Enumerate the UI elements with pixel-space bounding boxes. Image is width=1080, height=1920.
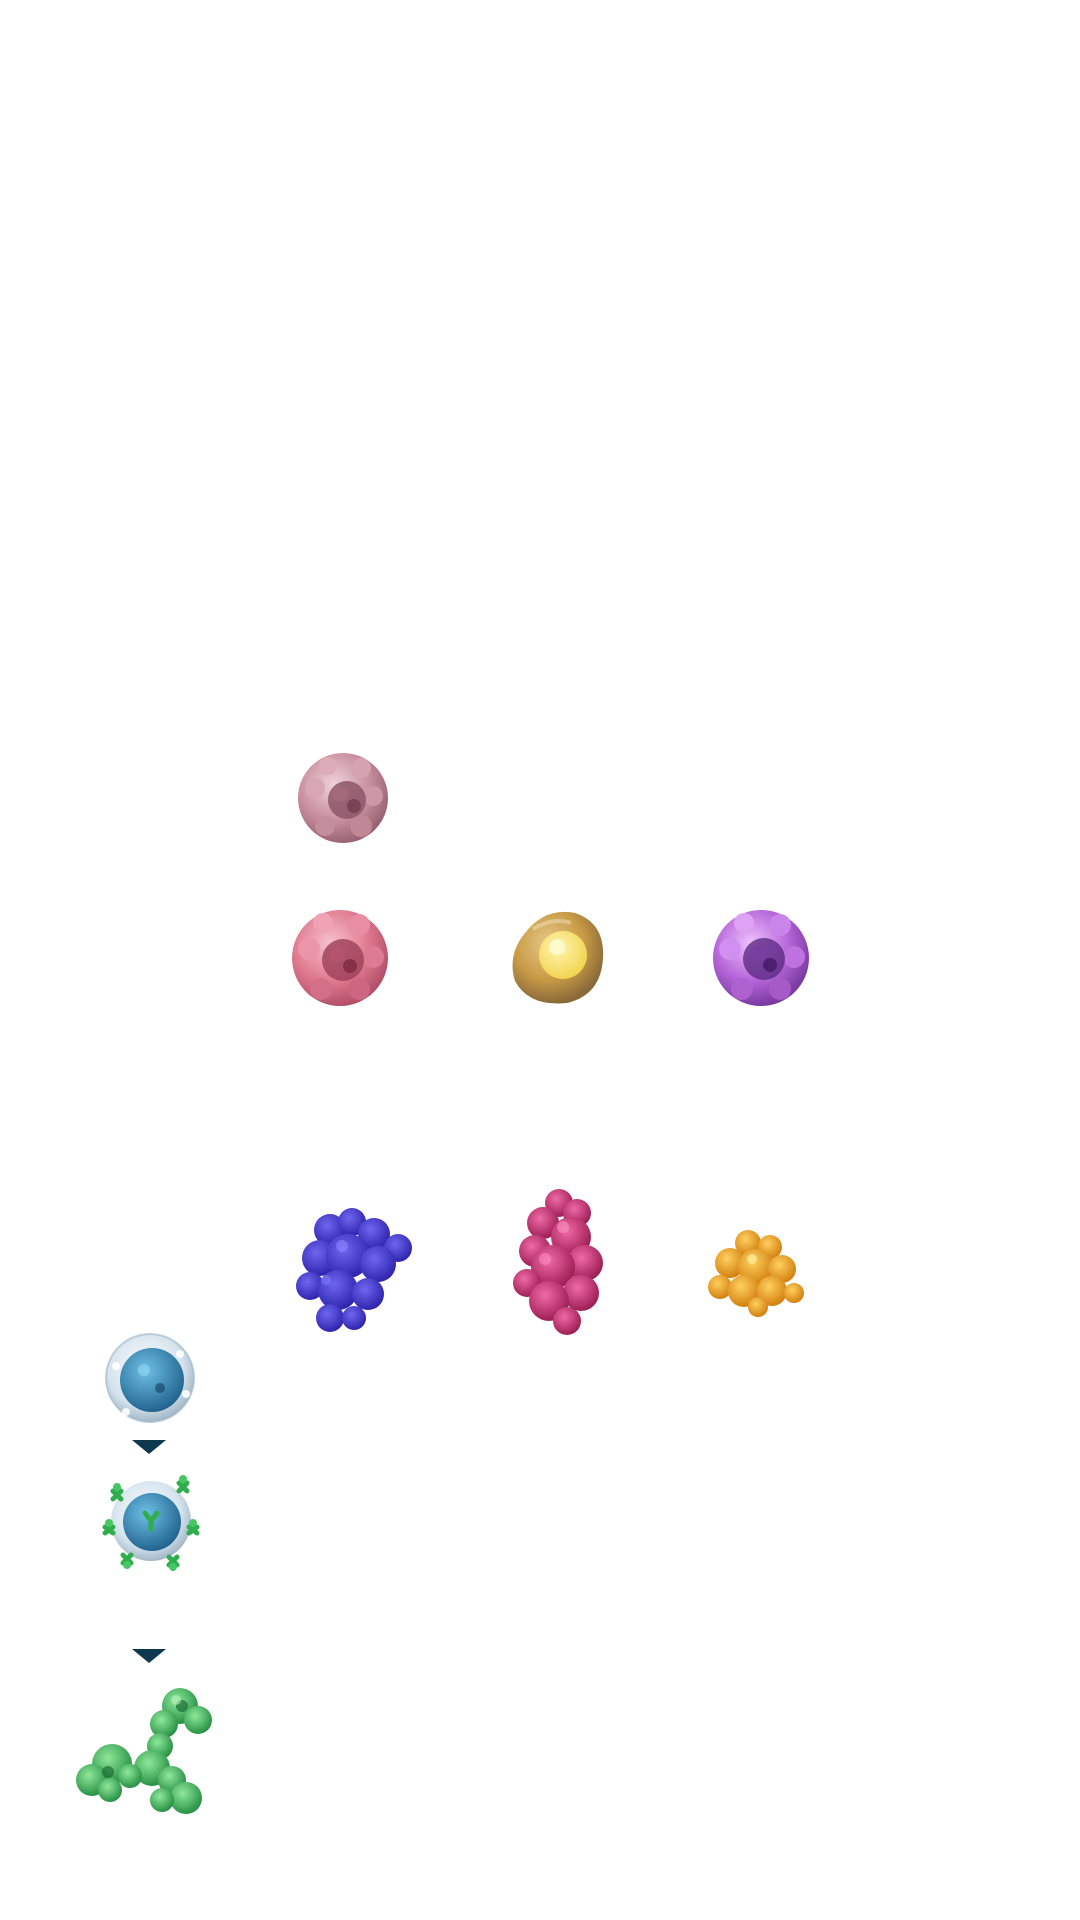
magenta-protein-icon xyxy=(513,1189,603,1335)
antibody-molecule-icon xyxy=(76,1688,212,1814)
violet-immune-cell-icon xyxy=(713,910,809,1006)
orange-protein-icon xyxy=(708,1230,804,1317)
yellow-nucleus-cell-icon xyxy=(512,911,604,1004)
down-arrow-icon xyxy=(132,1440,166,1454)
blue-protein-icon xyxy=(296,1208,412,1332)
pink-immune-cell-icon xyxy=(292,910,388,1006)
down-arrow-icon xyxy=(132,1649,166,1663)
b-cell-icon xyxy=(105,1333,195,1423)
activated-b-cell-icon xyxy=(102,1475,200,1571)
progenitor-cell-icon xyxy=(298,753,388,843)
